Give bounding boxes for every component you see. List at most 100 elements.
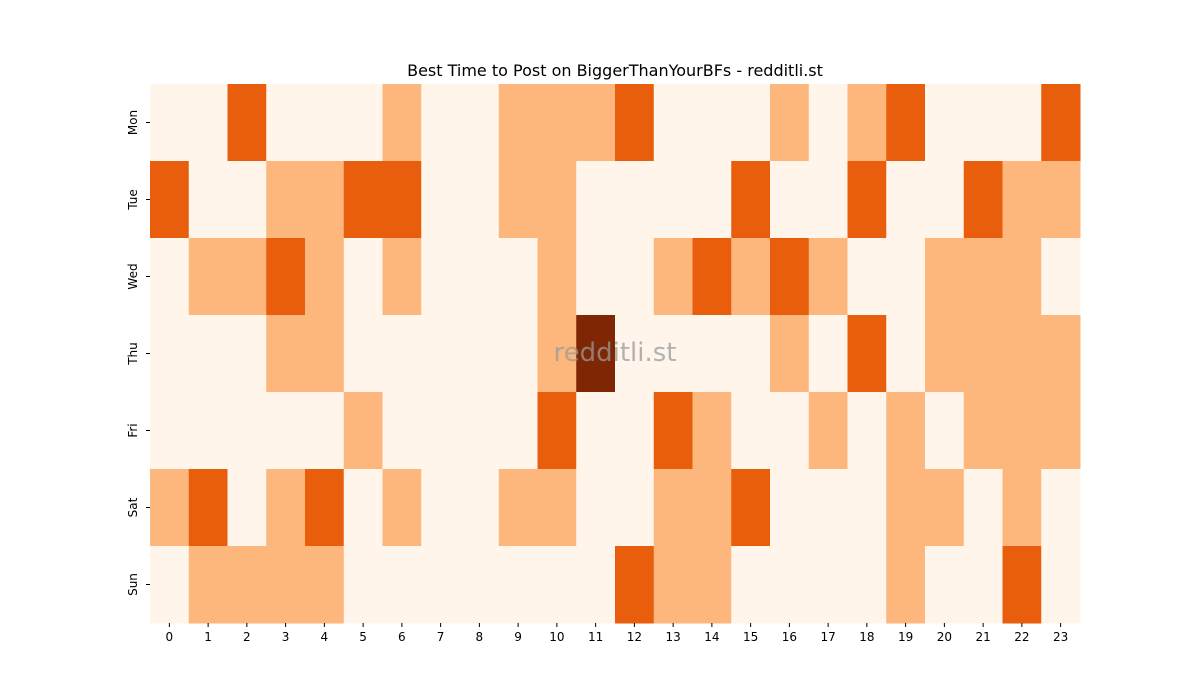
heatmap-cell-thu-17	[808, 315, 848, 393]
heatmap-cell-sat-13	[653, 469, 693, 547]
heatmap-cell-wed-1	[188, 238, 228, 316]
x-tick-label: 1	[204, 630, 212, 644]
heatmap-cell-thu-14	[692, 315, 732, 393]
heatmap-cell-wed-6	[382, 238, 422, 316]
heatmap-cell-sun-20	[925, 546, 965, 624]
heatmap-cell-tue-19	[886, 161, 926, 239]
heatmap-cell-thu-13	[653, 315, 693, 393]
heatmap-cell-tue-13	[653, 161, 693, 239]
heatmap-cell-tue-21	[963, 161, 1003, 239]
x-tick-label: 15	[743, 630, 758, 644]
heatmap-cell-mon-4	[305, 84, 345, 162]
heatmap-cell-tue-2	[227, 161, 267, 239]
x-tick-label: 12	[627, 630, 642, 644]
y-tick-label: Sat	[126, 497, 140, 517]
heatmap-cell-mon-18	[847, 84, 887, 162]
y-tick-label: Mon	[126, 110, 140, 135]
heatmap-cell-tue-6	[382, 161, 422, 239]
heatmap-cell-tue-20	[925, 161, 965, 239]
x-tick-label: 9	[514, 630, 522, 644]
heatmap-cell-tue-11	[576, 161, 616, 239]
heatmap-cell-mon-2	[227, 84, 267, 162]
heatmap-cell-thu-22	[1002, 315, 1042, 393]
heatmap-cell-tue-9	[498, 161, 538, 239]
heatmap-cell-fri-17	[808, 392, 848, 470]
heatmap-cell-wed-22	[1002, 238, 1042, 316]
heatmap-cell-wed-3	[266, 238, 306, 316]
heatmap-cell-sun-3	[266, 546, 306, 624]
heatmap-cell-sat-1	[188, 469, 228, 547]
x-tick-label: 8	[476, 630, 484, 644]
heatmap-cell-sun-5	[343, 546, 383, 624]
heatmap-cell-thu-12	[615, 315, 655, 393]
heatmap-cell-sun-14	[692, 546, 732, 624]
heatmap-cell-wed-4	[305, 238, 345, 316]
heatmap-cell-wed-23	[1041, 238, 1081, 316]
heatmap-cell-fri-8	[460, 392, 500, 470]
heatmap-cell-sat-22	[1002, 469, 1042, 547]
heatmap-cell-wed-11	[576, 238, 616, 316]
heatmap-cell-mon-8	[460, 84, 500, 162]
heatmap-cell-sun-11	[576, 546, 616, 624]
x-axis: 0 1 2 3 4 5 6 7 8 9 10 11 12 13 14 15 16 17 18 19 20 21 22 23	[166, 623, 1068, 644]
heatmap-cell-sun-4	[305, 546, 345, 624]
heatmap-cell-mon-21	[963, 84, 1003, 162]
heatmap-cell-wed-21	[963, 238, 1003, 316]
heatmap-cell-fri-23	[1041, 392, 1081, 470]
heatmap-cell-sat-21	[963, 469, 1003, 547]
heatmap-cell-mon-9	[498, 84, 538, 162]
heatmap-cell-sun-17	[808, 546, 848, 624]
y-tick-label: Sun	[126, 573, 140, 596]
heatmap-cell-tue-4	[305, 161, 345, 239]
heatmap-cell-fri-2	[227, 392, 267, 470]
x-tick-label: 22	[1014, 630, 1029, 644]
heatmap-cell-wed-12	[615, 238, 655, 316]
heatmap-cell-fri-5	[343, 392, 383, 470]
heatmap-cell-sat-17	[808, 469, 848, 547]
x-tick-label: 2	[243, 630, 251, 644]
heatmap-cell-mon-14	[692, 84, 732, 162]
x-tick-label: 10	[549, 630, 564, 644]
heatmap-cell-fri-19	[886, 392, 926, 470]
heatmap-cell-mon-0	[150, 84, 190, 162]
heatmap-cell-sat-14	[692, 469, 732, 547]
heatmap-cell-tue-12	[615, 161, 655, 239]
heatmap-cell-thu-3	[266, 315, 306, 393]
heatmap-cell-sat-4	[305, 469, 345, 547]
heatmap-cell-mon-5	[343, 84, 383, 162]
heatmap-cell-sun-21	[963, 546, 1003, 624]
x-tick-label: 5	[359, 630, 367, 644]
heatmap-cell-sat-18	[847, 469, 887, 547]
x-tick-label: 7	[437, 630, 445, 644]
heatmap-cell-sat-5	[343, 469, 383, 547]
heatmap-cell-thu-10	[537, 315, 577, 393]
heatmap-cell-fri-6	[382, 392, 422, 470]
heatmap-cell-sat-12	[615, 469, 655, 547]
heatmap-cell-wed-5	[343, 238, 383, 316]
heatmap-cell-sat-16	[770, 469, 810, 547]
heatmap-cell-wed-17	[808, 238, 848, 316]
heatmap-cell-mon-20	[925, 84, 965, 162]
heatmap-cell-mon-13	[653, 84, 693, 162]
heatmap-cell-tue-10	[537, 161, 577, 239]
x-tick-label: 6	[398, 630, 406, 644]
x-tick-label: 16	[782, 630, 797, 644]
x-tick-label: 4	[321, 630, 329, 644]
heatmap-cell-thu-21	[963, 315, 1003, 393]
heatmap-cell-fri-22	[1002, 392, 1042, 470]
heatmap-cell-sun-10	[537, 546, 577, 624]
heatmap-cell-wed-13	[653, 238, 693, 316]
x-tick-label: 20	[937, 630, 952, 644]
heatmap-cell-mon-6	[382, 84, 422, 162]
heatmap-cell-thu-7	[421, 315, 461, 393]
heatmap-cell-sun-0	[150, 546, 190, 624]
heatmap-cell-sat-20	[925, 469, 965, 547]
x-tick-label: 0	[166, 630, 174, 644]
y-tick-label: Wed	[126, 263, 140, 289]
heatmap-cell-fri-16	[770, 392, 810, 470]
heatmap-cell-tue-14	[692, 161, 732, 239]
heatmap-cell-thu-5	[343, 315, 383, 393]
heatmap-cell-sun-15	[731, 546, 771, 624]
heatmap-cell-wed-15	[731, 238, 771, 316]
heatmap-cell-fri-10	[537, 392, 577, 470]
